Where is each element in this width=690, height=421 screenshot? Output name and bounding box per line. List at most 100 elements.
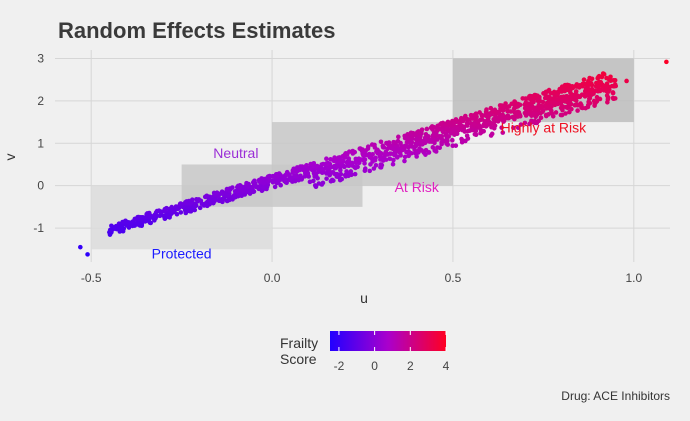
data-point bbox=[491, 121, 496, 126]
data-point bbox=[241, 187, 246, 193]
data-point bbox=[587, 95, 593, 101]
data-point bbox=[465, 121, 470, 126]
data-point bbox=[437, 145, 443, 151]
legend-tick-label: 2 bbox=[407, 359, 414, 373]
data-point bbox=[216, 198, 222, 204]
data-point bbox=[121, 226, 127, 231]
data-point bbox=[523, 100, 529, 105]
data-point bbox=[244, 180, 249, 186]
data-point bbox=[522, 105, 528, 111]
data-point bbox=[500, 130, 506, 135]
data-point bbox=[313, 184, 319, 189]
data-point bbox=[464, 133, 470, 139]
data-point bbox=[486, 121, 491, 126]
y-tick-label: -1 bbox=[33, 221, 44, 235]
data-point bbox=[596, 84, 602, 89]
data-point bbox=[484, 107, 489, 112]
data-point bbox=[402, 158, 407, 164]
data-point bbox=[530, 105, 536, 111]
data-point bbox=[453, 117, 459, 122]
data-point bbox=[360, 151, 366, 156]
data-point bbox=[402, 154, 408, 160]
data-point bbox=[490, 108, 496, 114]
data-point bbox=[547, 103, 553, 109]
data-point bbox=[197, 205, 203, 211]
data-point bbox=[145, 213, 151, 218]
data-point bbox=[471, 116, 476, 121]
data-point bbox=[664, 59, 669, 65]
data-point bbox=[278, 176, 283, 182]
legend-tick-label: 4 bbox=[443, 359, 450, 373]
data-point bbox=[344, 152, 350, 157]
chart-title: Random Effects Estimates bbox=[58, 18, 336, 43]
data-point bbox=[540, 109, 545, 115]
data-point bbox=[624, 78, 629, 84]
data-point bbox=[188, 208, 194, 214]
legend-colorbar bbox=[330, 331, 446, 351]
data-point bbox=[319, 170, 325, 176]
data-point bbox=[194, 196, 199, 202]
data-point bbox=[459, 136, 464, 142]
data-point bbox=[338, 167, 343, 173]
data-point bbox=[450, 137, 455, 143]
x-tick-label: -0.5 bbox=[81, 271, 102, 285]
data-point bbox=[440, 129, 446, 135]
data-point bbox=[603, 86, 609, 91]
region-label: Neutral bbox=[213, 145, 258, 161]
data-point bbox=[462, 115, 468, 120]
data-point bbox=[568, 90, 573, 96]
data-point bbox=[305, 170, 311, 176]
data-point bbox=[418, 134, 423, 139]
data-point bbox=[396, 134, 401, 140]
data-point bbox=[604, 75, 609, 81]
data-point bbox=[170, 207, 175, 213]
data-point bbox=[612, 96, 618, 101]
data-point bbox=[459, 123, 465, 129]
data-point bbox=[214, 190, 220, 196]
legend-tick-label: 0 bbox=[371, 359, 378, 373]
data-point bbox=[381, 145, 387, 150]
data-point bbox=[568, 87, 573, 92]
data-point bbox=[475, 119, 481, 125]
data-point bbox=[226, 193, 231, 198]
data-point bbox=[433, 132, 438, 138]
data-point bbox=[184, 208, 189, 214]
data-point bbox=[193, 203, 198, 208]
x-axis-label: u bbox=[360, 290, 368, 306]
data-point bbox=[437, 126, 443, 132]
data-point bbox=[367, 168, 373, 174]
data-point bbox=[420, 139, 426, 145]
data-point bbox=[613, 83, 619, 89]
data-point bbox=[408, 141, 413, 147]
data-point bbox=[107, 227, 113, 233]
data-point bbox=[335, 163, 341, 169]
data-point bbox=[511, 125, 516, 131]
data-point bbox=[370, 152, 375, 157]
data-point bbox=[308, 161, 313, 167]
data-point bbox=[450, 143, 456, 148]
data-point bbox=[352, 149, 358, 155]
data-point bbox=[518, 122, 524, 127]
data-point bbox=[575, 108, 580, 113]
data-point bbox=[78, 244, 83, 250]
data-point bbox=[188, 200, 193, 206]
data-point bbox=[250, 189, 256, 195]
data-point bbox=[562, 96, 568, 102]
data-point bbox=[460, 118, 466, 124]
data-point bbox=[581, 77, 587, 82]
data-point bbox=[512, 100, 518, 105]
data-point bbox=[518, 113, 523, 119]
data-point bbox=[393, 140, 398, 145]
data-point bbox=[324, 171, 329, 176]
data-point bbox=[562, 88, 568, 94]
data-point bbox=[532, 120, 538, 126]
data-point bbox=[356, 160, 362, 165]
x-tick-label: 1.0 bbox=[625, 271, 642, 285]
data-point bbox=[250, 180, 256, 185]
data-point bbox=[439, 140, 444, 145]
data-point bbox=[451, 129, 457, 134]
data-point bbox=[550, 113, 556, 119]
data-point bbox=[588, 91, 594, 97]
data-point bbox=[408, 133, 413, 139]
data-point bbox=[587, 75, 592, 81]
